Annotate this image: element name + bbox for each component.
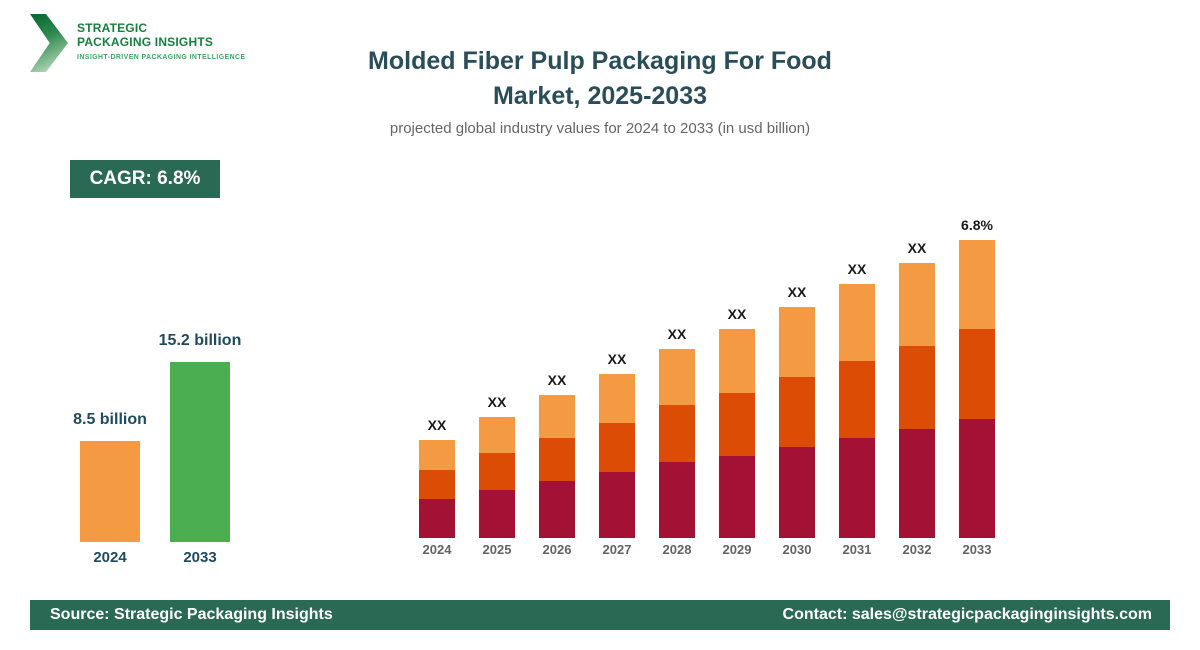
cagr-badge: CAGR: 6.8% [70,160,220,198]
bar-year-label: 2033 [962,542,992,557]
bar-value-label: 6.8% [961,217,993,233]
bar-year-label: 2025 [482,542,512,557]
bar-year-label: 2031 [842,542,872,557]
bar-value-label: XX [787,284,807,300]
bar-value-label: XX [727,306,747,322]
segment-bottom [779,447,815,538]
bar-year-label: 2030 [782,542,812,557]
segment-bottom [539,481,575,538]
bar-group-2027: XX 2027 [599,200,635,557]
bar-group-2025: XX 2025 [479,200,515,557]
bar-value-label: XX [667,326,687,342]
segment-middle [779,377,815,447]
bar-group-2026: XX 2026 [539,200,575,557]
segment-top [719,329,755,393]
segment-top [599,374,635,423]
bar-value-label: XX [847,261,867,277]
main-chart: XX 2024 XX 2025 XX 2026 XX 2027 XX 2028 XX 2029 XX 20… [419,200,995,557]
bar-year-label: 2028 [662,542,692,557]
bar-group-2024: XX 2024 [419,200,455,557]
bar-year-label: 2029 [722,542,752,557]
bar-value-label: XX [607,351,627,367]
segment-middle [839,361,875,438]
comparison-year-label: 2024 [93,549,127,566]
logo: STRATEGIC PACKAGING INSIGHTS INSIGHT-DRI… [30,14,246,72]
segment-middle [659,405,695,462]
bar-group-2030: XX 2030 [779,200,815,557]
segment-bottom [839,438,875,538]
logo-text: STRATEGIC PACKAGING INSIGHTS INSIGHT-DRI… [77,14,246,61]
segment-middle [479,453,515,490]
segment-bottom [719,456,755,538]
header: Molded Fiber Pulp Packaging For Food Mar… [0,44,1200,137]
bar-value-label: XX [907,240,927,256]
segment-top [779,307,815,377]
segment-top [419,440,455,470]
segment-top [959,240,995,329]
segment-bottom [599,472,635,538]
bar-group-2029: XX 2029 [719,200,755,557]
segment-middle [719,393,755,456]
segment-bottom [479,490,515,538]
bar-group-2028: XX 2028 [659,200,695,557]
bar-group-2033: 6.8% 2033 [959,200,995,557]
comparison-year-label: 2033 [183,549,217,566]
bar-year-label: 2027 [602,542,632,557]
segment-middle [899,346,935,429]
comparison-value-label: 8.5 billion [73,411,147,428]
bar-value-label: XX [427,417,447,433]
page-title: Molded Fiber Pulp Packaging For Food Mar… [0,44,1200,114]
title-line1: Molded Fiber Pulp Packaging For Food [368,47,832,75]
comparison-bar-2024 [80,441,140,542]
segment-top [839,284,875,361]
segment-top [899,263,935,346]
segment-middle [959,329,995,419]
segment-bottom [899,429,935,538]
segment-bottom [959,419,995,538]
page-subtitle: projected global industry values for 202… [389,120,811,137]
segment-middle [419,470,455,499]
logo-tagline: INSIGHT-DRIVEN PACKAGING INTELLIGENCE [77,54,246,61]
bar-value-label: XX [487,394,507,410]
segment-top [659,349,695,405]
segment-bottom [419,499,455,538]
segment-middle [599,423,635,472]
footer-source: Source: Strategic Packaging Insights [50,606,333,623]
bar-year-label: 2024 [422,542,452,557]
bar-year-label: 2032 [902,542,932,557]
logo-name-line1: STRATEGIC [77,21,148,35]
segment-top [479,417,515,453]
segment-bottom [659,462,695,538]
footer-bar: Source: Strategic Packaging Insights Con… [30,600,1170,630]
comparison-value-label: 15.2 billion [158,332,242,349]
title-line2: Market, 2025-2033 [492,82,708,110]
footer-contact: Contact: sales@strategicpackaginginsight… [782,606,1152,623]
logo-name-line2: PACKAGING INSIGHTS [77,34,214,49]
bar-group-2032: XX 2032 [899,200,935,557]
bar-value-label: XX [547,372,567,388]
bar-year-label: 2026 [542,542,572,557]
bar-group-2031: XX 2031 [839,200,875,557]
segment-middle [539,438,575,481]
segment-top [539,395,575,438]
comparison-bar-2033 [170,362,230,542]
comparison-chart: 8.5 billion 2024 15.2 billion 2033 [60,330,241,566]
